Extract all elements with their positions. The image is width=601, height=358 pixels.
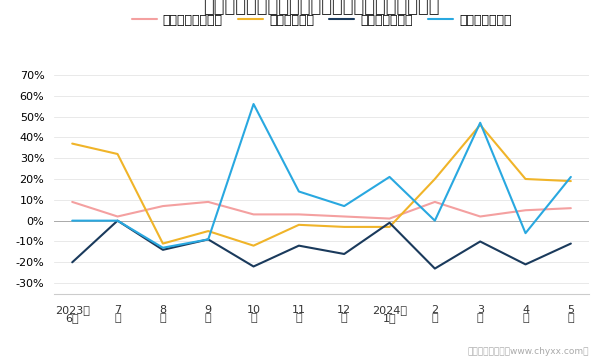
单月财产保险同比: [204, 200, 212, 204]
Line: 单月财产保险同比: 单月财产保险同比: [72, 202, 571, 219]
Text: 月: 月: [567, 313, 574, 323]
Text: 10: 10: [246, 305, 261, 315]
单月意外险同比: [69, 260, 76, 265]
Text: 月: 月: [205, 313, 212, 323]
单月意外险同比: [522, 262, 529, 267]
Text: 制图：智研咨询（www.chyxx.com）: 制图：智研咨询（www.chyxx.com）: [468, 347, 589, 356]
单月意外险同比: [114, 218, 121, 223]
单月意外险同比: [432, 266, 439, 271]
单月财产保险同比: [386, 217, 393, 221]
Text: 8: 8: [159, 305, 166, 315]
Text: 4: 4: [522, 305, 529, 315]
单月财产保险同比: [432, 200, 439, 204]
单月寿险同比: [341, 225, 348, 229]
Text: 11: 11: [292, 305, 306, 315]
单月健康险同比: [204, 237, 212, 242]
单月意外险同比: [386, 221, 393, 225]
Text: 月: 月: [522, 313, 529, 323]
Legend: 单月财产保险同比, 单月寿险同比, 单月意外险同比, 单月健康险同比: 单月财产保险同比, 单月寿险同比, 单月意外险同比, 单月健康险同比: [127, 9, 516, 32]
Text: 月: 月: [250, 313, 257, 323]
单月健康险同比: [522, 231, 529, 235]
Text: 2023年: 2023年: [55, 305, 90, 315]
单月健康险同比: [250, 102, 257, 106]
Line: 单月健康险同比: 单月健康险同比: [72, 104, 571, 248]
单月财产保险同比: [69, 200, 76, 204]
Line: 单月寿险同比: 单月寿险同比: [72, 125, 571, 246]
Text: 月: 月: [477, 313, 483, 323]
单月意外险同比: [295, 243, 302, 248]
单月健康险同比: [432, 218, 439, 223]
单月健康险同比: [386, 175, 393, 179]
Text: 12: 12: [337, 305, 351, 315]
单月健康险同比: [341, 204, 348, 208]
单月健康险同比: [114, 218, 121, 223]
Text: 1月: 1月: [383, 313, 396, 323]
单月意外险同比: [250, 264, 257, 268]
单月寿险同比: [567, 179, 575, 183]
单月财产保险同比: [341, 214, 348, 219]
单月财产保险同比: [250, 212, 257, 217]
Text: 月: 月: [160, 313, 166, 323]
Text: 2: 2: [432, 305, 438, 315]
单月财产保险同比: [295, 212, 302, 217]
单月财产保险同比: [114, 214, 121, 219]
单月寿险同比: [432, 177, 439, 181]
Text: 7: 7: [114, 305, 121, 315]
单月健康险同比: [159, 246, 166, 250]
单月健康险同比: [69, 218, 76, 223]
Text: 2024年: 2024年: [372, 305, 407, 315]
单月财产保险同比: [522, 208, 529, 212]
单月健康险同比: [567, 175, 575, 179]
单月寿险同比: [204, 229, 212, 233]
Title: 近一年四川省原保险保费收入单月同比增长统计图: 近一年四川省原保险保费收入单月同比增长统计图: [203, 0, 440, 16]
单月寿险同比: [295, 223, 302, 227]
Text: 月: 月: [114, 313, 121, 323]
单月寿险同比: [522, 177, 529, 181]
单月寿险同比: [114, 152, 121, 156]
单月寿险同比: [477, 123, 484, 127]
单月意外险同比: [477, 240, 484, 244]
Line: 单月意外险同比: 单月意外险同比: [72, 221, 571, 268]
Text: 5: 5: [567, 305, 575, 315]
Text: 6月: 6月: [66, 313, 79, 323]
单月意外险同比: [567, 241, 575, 246]
单月意外险同比: [204, 237, 212, 242]
单月财产保险同比: [159, 204, 166, 208]
Text: 月: 月: [341, 313, 347, 323]
单月财产保险同比: [477, 214, 484, 219]
单月财产保险同比: [567, 206, 575, 210]
单月意外险同比: [159, 248, 166, 252]
单月寿险同比: [69, 141, 76, 146]
Text: 月: 月: [432, 313, 438, 323]
单月寿险同比: [250, 243, 257, 248]
单月健康险同比: [477, 121, 484, 125]
Text: 3: 3: [477, 305, 484, 315]
单月意外险同比: [341, 252, 348, 256]
Text: 9: 9: [205, 305, 212, 315]
单月健康险同比: [295, 189, 302, 194]
单月寿险同比: [386, 225, 393, 229]
Text: 月: 月: [296, 313, 302, 323]
单月寿险同比: [159, 241, 166, 246]
